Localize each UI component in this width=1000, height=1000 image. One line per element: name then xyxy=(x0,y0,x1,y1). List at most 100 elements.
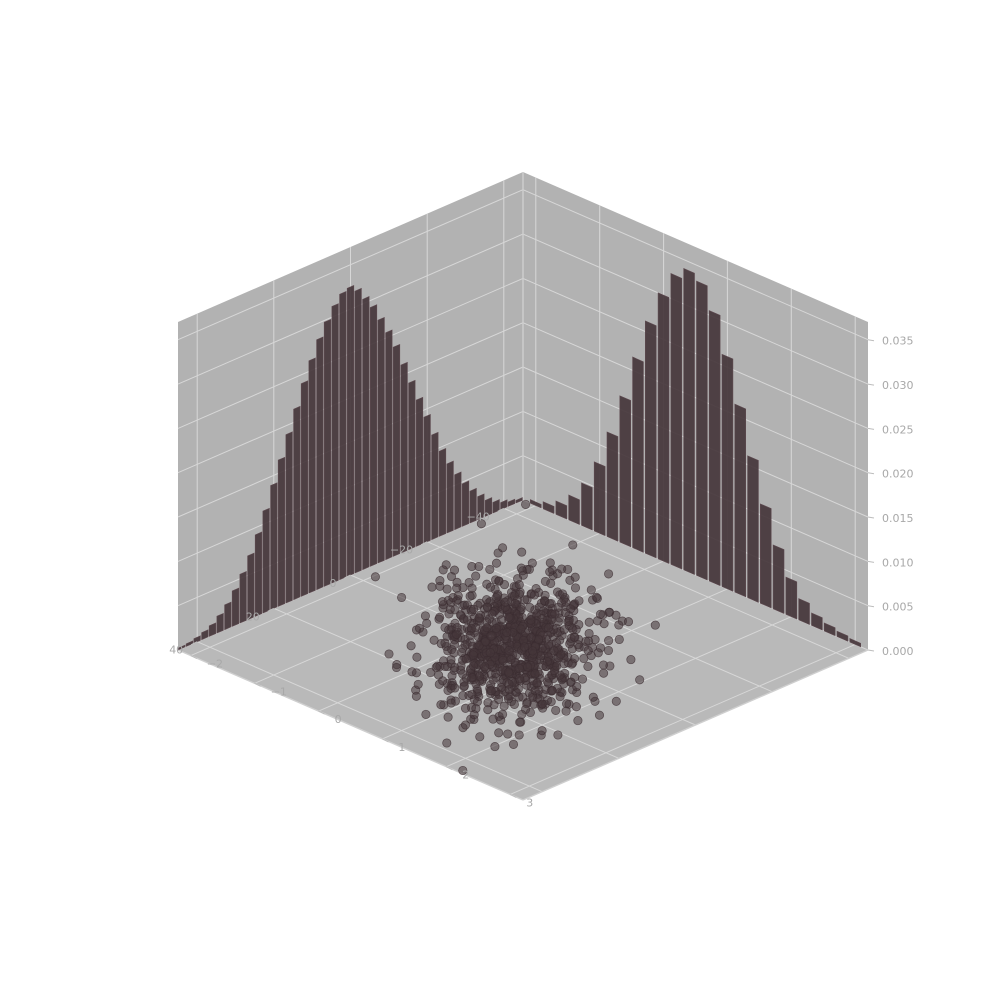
scatter-point xyxy=(448,593,458,603)
hist-x-bar xyxy=(507,498,516,507)
histogram-x xyxy=(178,285,523,651)
hist-x-bar xyxy=(239,571,247,624)
scatter-point xyxy=(499,701,509,711)
scatter-point xyxy=(573,716,583,726)
hist-y-bar xyxy=(849,638,862,648)
x-tick-label: 0 xyxy=(330,577,337,590)
hist-x-bar xyxy=(208,622,217,637)
scatter-point xyxy=(567,659,577,669)
scatter-point xyxy=(435,612,445,622)
tick-mark-y xyxy=(509,793,517,798)
scatter-point xyxy=(603,645,614,656)
scatter-points xyxy=(370,499,660,776)
scatter-point xyxy=(468,650,478,660)
scatter-point xyxy=(450,683,460,693)
scatter-point xyxy=(588,692,598,702)
hist-y-bar xyxy=(593,461,606,537)
hist-x-bar xyxy=(339,291,347,581)
z-tick-label: 0.015 xyxy=(882,512,914,525)
hist-x-bar xyxy=(331,303,339,584)
hist-x-bar xyxy=(392,343,401,557)
y-tick-label: 0 xyxy=(335,713,342,726)
hist-x-bar xyxy=(469,487,477,524)
hist-y-bar xyxy=(619,395,632,548)
scatter-point xyxy=(426,667,436,678)
scatter-point xyxy=(485,648,495,658)
tick-mark-x xyxy=(344,574,351,579)
tick-mark-y xyxy=(254,682,261,687)
scatter-point xyxy=(482,595,492,605)
scatter-point xyxy=(471,571,481,581)
scatter-point xyxy=(397,592,407,603)
scatter-point xyxy=(552,661,562,671)
scatter-point xyxy=(515,717,525,727)
scatter-point xyxy=(474,671,485,681)
scatter-point xyxy=(427,582,437,592)
tick-labels: −40 −20 0 20 40 −2 −1 0 1 2 3 0.000 0.005 0.010 0.015 0… xyxy=(169,335,913,810)
z-tick-label: 0.000 xyxy=(882,645,914,658)
scatter-point xyxy=(434,670,444,680)
scatter-point xyxy=(572,682,582,692)
scatter-point xyxy=(547,686,557,696)
z-tick-label: 0.030 xyxy=(882,379,914,392)
scatter-point xyxy=(502,627,512,638)
scatter-point xyxy=(514,730,524,740)
hist-y-bar xyxy=(785,576,798,620)
scatter-point xyxy=(499,580,510,590)
hist-y-bar xyxy=(683,268,695,576)
scatter-point xyxy=(581,636,591,646)
scatter-point xyxy=(561,706,571,716)
scatter-point xyxy=(506,655,516,665)
scatter-point xyxy=(537,614,547,624)
scatter-point xyxy=(468,661,478,671)
grid-line-z-right xyxy=(522,322,869,474)
tick-mark-z xyxy=(867,516,875,519)
hist-y-bar xyxy=(632,356,644,553)
scatter-point xyxy=(545,599,555,609)
scatter-point xyxy=(604,607,614,617)
scatter-point xyxy=(491,558,502,568)
scatter-point xyxy=(413,679,423,689)
y-tick-label: −2 xyxy=(207,658,223,671)
scatter-point xyxy=(546,697,556,707)
scatter-point xyxy=(498,709,508,719)
scatter-point xyxy=(421,709,431,719)
scatter-point xyxy=(584,617,594,627)
scatter-point xyxy=(492,591,503,601)
tick-mark-z xyxy=(867,605,875,608)
hist-x-bar xyxy=(415,396,424,547)
scatter-point xyxy=(514,663,524,673)
tick-mark-z xyxy=(867,383,875,386)
tick-mark-z xyxy=(867,339,875,342)
scatter-point xyxy=(494,694,504,704)
x-tick-label: −20 xyxy=(390,544,413,557)
grid-line-z-right xyxy=(522,366,869,518)
grid-line-y-floor xyxy=(254,532,600,684)
scatter-point xyxy=(528,646,538,656)
scatter-point xyxy=(530,669,540,679)
scatter-point xyxy=(510,598,520,609)
scatter-point xyxy=(483,705,493,715)
hist-x-bar xyxy=(385,329,393,561)
scatter-point xyxy=(564,616,574,626)
scatter-point xyxy=(460,703,471,713)
hist-x-bar xyxy=(431,431,439,541)
scatter-point xyxy=(534,685,544,695)
scatter-point xyxy=(544,639,554,649)
hist-x-bar xyxy=(224,601,232,631)
scatter-point xyxy=(524,564,534,574)
scatter-point xyxy=(546,578,556,588)
scatter-point xyxy=(442,738,452,748)
scatter-point xyxy=(438,565,448,575)
hist-x-bar xyxy=(178,644,186,651)
hist-x-bar xyxy=(477,493,485,521)
hist-x-bar xyxy=(216,612,224,634)
hist-x-bar xyxy=(285,431,293,604)
scatter-point xyxy=(542,677,553,687)
hist-x-bar xyxy=(346,285,355,577)
scatter-point xyxy=(537,726,547,736)
hist-x-bar xyxy=(423,413,431,544)
scatter-point xyxy=(485,564,495,574)
scatter-point xyxy=(494,728,504,738)
